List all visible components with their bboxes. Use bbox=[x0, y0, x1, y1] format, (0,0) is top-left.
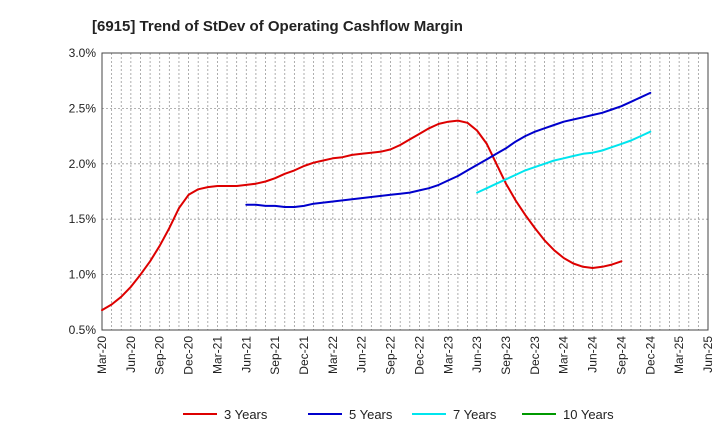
x-tick-label: Mar-24 bbox=[557, 336, 571, 374]
legend-label: 10 Years bbox=[563, 407, 614, 422]
plot-frame bbox=[101, 52, 709, 331]
y-tick-label: 1.5% bbox=[69, 212, 97, 226]
x-tick-label: Sep-20 bbox=[153, 336, 167, 375]
x-tick-label: Sep-22 bbox=[384, 336, 398, 375]
x-tick-label: Jun-23 bbox=[470, 336, 484, 373]
x-tick-label: Mar-25 bbox=[672, 336, 686, 374]
x-tick-label: Dec-20 bbox=[182, 336, 196, 375]
y-tick-label: 2.5% bbox=[69, 101, 97, 115]
x-tick-label: Jun-22 bbox=[355, 336, 369, 373]
chart-title: [6915] Trend of StDev of Operating Cashf… bbox=[92, 18, 463, 35]
series-line-3-years bbox=[101, 119, 623, 312]
series-line-7-years bbox=[476, 130, 652, 194]
y-tick-label: 2.0% bbox=[69, 157, 97, 171]
legend-label: 5 Years bbox=[349, 407, 393, 422]
x-tick-label: Mar-22 bbox=[326, 336, 340, 374]
y-axis: 0.5% 1.0% 1.5% 2.0% 2.5% 3.0% bbox=[69, 46, 97, 337]
x-tick-label: Jun-25 bbox=[701, 336, 715, 373]
x-tick-label: Sep-23 bbox=[499, 336, 513, 375]
y-tick-label: 0.5% bbox=[69, 323, 97, 337]
x-tick-label: Mar-23 bbox=[441, 336, 455, 374]
legend-label: 3 Years bbox=[224, 407, 268, 422]
x-tick-label: Sep-24 bbox=[614, 336, 628, 375]
x-tick-label: Dec-23 bbox=[528, 336, 542, 375]
x-tick-label: Mar-21 bbox=[210, 336, 224, 374]
x-tick-label: Jun-24 bbox=[586, 336, 600, 373]
x-tick-label: Mar-20 bbox=[95, 336, 109, 374]
x-tick-label: Dec-22 bbox=[412, 336, 426, 375]
legend-label: 7 Years bbox=[453, 407, 497, 422]
x-tick-label: Dec-24 bbox=[643, 336, 657, 375]
x-axis: Mar-20 Jun-20 Sep-20 Dec-20 Mar-21 Jun-21 Sep-… bbox=[95, 336, 715, 375]
legend: 3 Years 5 Years 7 Years 10 Years bbox=[183, 407, 614, 422]
x-tick-label: Sep-21 bbox=[268, 336, 282, 375]
series-lines bbox=[101, 91, 652, 312]
x-tick-label: Jun-21 bbox=[239, 336, 253, 373]
y-tick-label: 3.0% bbox=[69, 46, 97, 60]
series-line-5-years bbox=[245, 91, 652, 208]
x-tick-label: Jun-20 bbox=[124, 336, 138, 373]
x-tick-label: Dec-21 bbox=[297, 336, 311, 375]
y-tick-label: 1.0% bbox=[69, 268, 97, 282]
